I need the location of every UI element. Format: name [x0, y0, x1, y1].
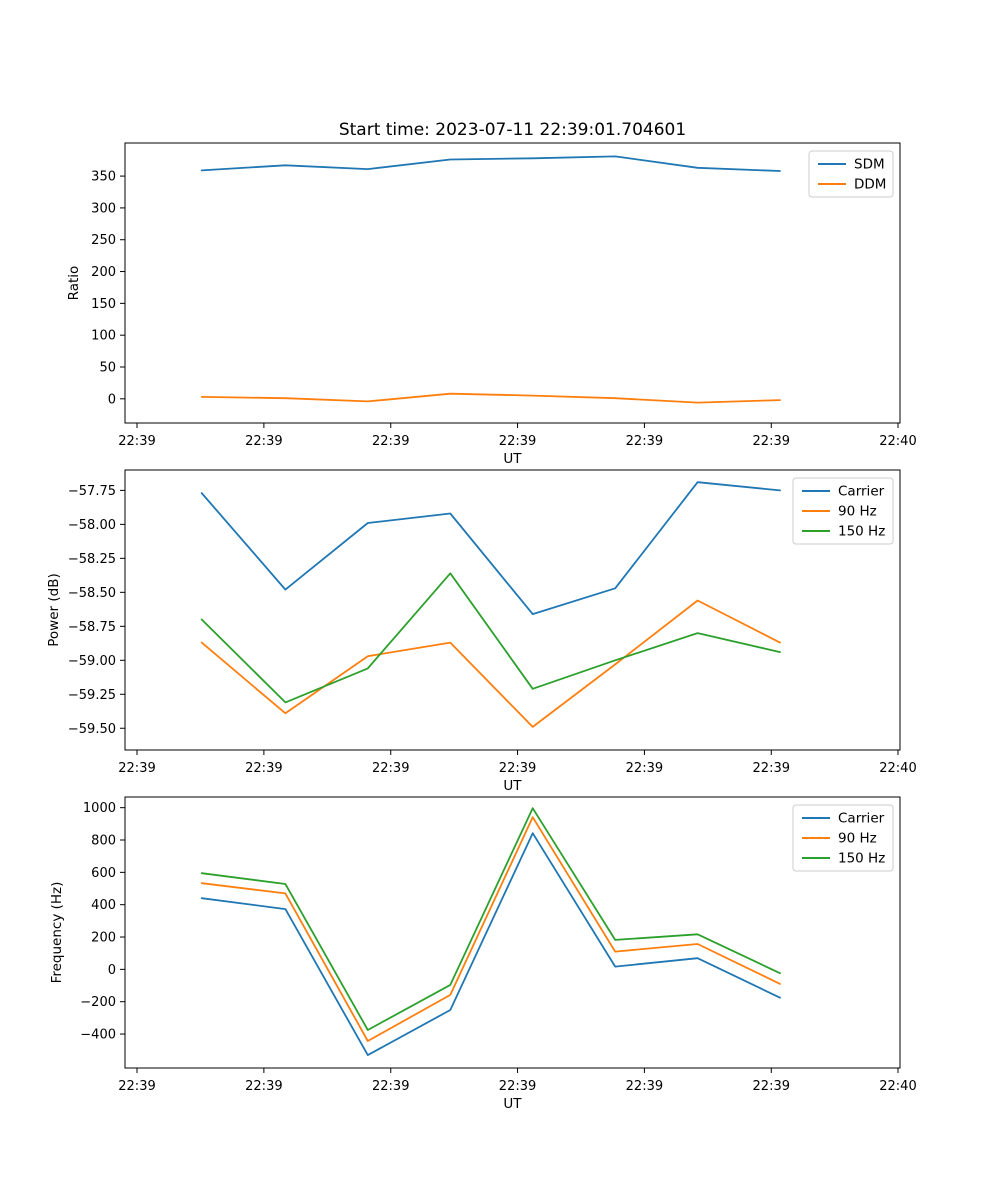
x-tick-label: 22:39 — [753, 761, 790, 776]
x-tick-label: 22:39 — [118, 1079, 155, 1094]
legend-label-sdm: SDM — [854, 157, 885, 173]
line-carrier — [200, 832, 781, 1056]
x-tick-label: 22:39 — [499, 1079, 536, 1094]
y-tick-label: 0 — [108, 963, 116, 978]
legend-label-ddm: DDM — [854, 177, 886, 193]
y-tick-label: 200 — [91, 265, 116, 280]
x-tick-label: 22:39 — [245, 761, 282, 776]
x-tick-label: 22:40 — [879, 1079, 916, 1094]
line-sdm — [200, 155, 781, 172]
line-ddm — [200, 392, 781, 404]
legend-box — [808, 150, 894, 198]
x-tick-label: 22:39 — [499, 761, 536, 776]
y-tick-label: 100 — [91, 329, 116, 344]
y-tick-label: −59.00 — [68, 654, 116, 669]
y-tick-label: −58.00 — [68, 518, 116, 533]
y-tick-label: 150 — [91, 297, 116, 312]
legend-label-150-hz: 150 Hz — [838, 524, 885, 540]
x-axis-label: UT — [503, 1096, 522, 1112]
y-tick-label: −58.50 — [68, 586, 116, 601]
legend-label-150-hz: 150 Hz — [838, 851, 885, 867]
x-tick-label: 22:39 — [372, 434, 409, 449]
y-tick-label: 400 — [91, 898, 116, 913]
y-tick-label: 0 — [108, 392, 116, 407]
subplot-frequency: −400 −200 0 200 400 600 800 1000 22:39 22:39 22:39… — [49, 796, 917, 1112]
x-tick-label: 22:39 — [626, 1079, 663, 1094]
legend-box — [792, 477, 894, 545]
x-axis-label: UT — [503, 778, 522, 794]
y-tick-label: −59.50 — [68, 722, 116, 737]
y-tick-label: 250 — [91, 233, 116, 248]
legend-label-90-hz: 90 Hz — [838, 504, 877, 520]
y-tick-label: 1000 — [83, 801, 116, 816]
y-tick-label: 200 — [91, 931, 116, 946]
line-90-hz — [200, 599, 781, 728]
axes-frame — [124, 469, 901, 751]
y-axis-label: Ratio — [66, 266, 82, 301]
line-150-hz — [200, 807, 781, 1031]
x-axis-label: UT — [503, 451, 522, 467]
x-tick-label: 22:39 — [626, 434, 663, 449]
y-tick-label: 50 — [99, 361, 116, 376]
legend-label-carrier: Carrier — [838, 484, 885, 500]
y-axis-label: Frequency (Hz) — [49, 882, 65, 984]
axes-frame — [124, 796, 901, 1069]
figure-title: Start time: 2023-07-11 22:39:01.704601 — [338, 120, 687, 140]
y-tick-label: −57.75 — [68, 484, 116, 499]
y-tick-label: −58.75 — [68, 620, 116, 635]
line-90-hz — [200, 816, 781, 1042]
x-tick-label: 22:39 — [753, 434, 790, 449]
line-150-hz — [200, 572, 781, 704]
y-tick-label: 800 — [91, 834, 116, 849]
y-tick-label: 300 — [91, 201, 116, 216]
y-tick-label: 600 — [91, 866, 116, 881]
x-tick-label: 22:40 — [879, 434, 916, 449]
x-tick-label: 22:39 — [753, 1079, 790, 1094]
y-tick-label: −400 — [80, 1028, 116, 1043]
legend: Carrier 90 Hz 150 Hz — [792, 477, 894, 545]
line-carrier — [200, 481, 781, 615]
axes-frame — [124, 142, 901, 424]
subplot-ratio: 0 50 100 150 200 250 300 350 22:39 22:39 22:39 22:3… — [66, 142, 917, 467]
x-tick-label: 22:39 — [372, 761, 409, 776]
legend-label-carrier: Carrier — [838, 811, 885, 827]
y-tick-label: −58.25 — [68, 552, 116, 567]
x-tick-label: 22:39 — [626, 761, 663, 776]
legend-box — [792, 804, 894, 872]
x-tick-label: 22:39 — [245, 434, 282, 449]
legend: Carrier 90 Hz 150 Hz — [792, 804, 894, 872]
x-tick-label: 22:40 — [879, 761, 916, 776]
y-tick-label: −200 — [80, 995, 116, 1010]
x-tick-label: 22:39 — [118, 434, 155, 449]
y-axis-label: Power (dB) — [46, 573, 62, 646]
x-tick-label: 22:39 — [245, 1079, 282, 1094]
y-tick-label: −59.25 — [68, 688, 116, 703]
x-tick-label: 22:39 — [499, 434, 536, 449]
x-tick-label: 22:39 — [118, 761, 155, 776]
x-tick-label: 22:39 — [372, 1079, 409, 1094]
subplot-power: −59.50 −59.25 −59.00 −58.75 −58.50 −58.25 −58.… — [46, 469, 917, 794]
legend-label-90-hz: 90 Hz — [838, 831, 877, 847]
legend: SDM DDM — [808, 150, 894, 198]
y-tick-label: 350 — [91, 170, 116, 185]
